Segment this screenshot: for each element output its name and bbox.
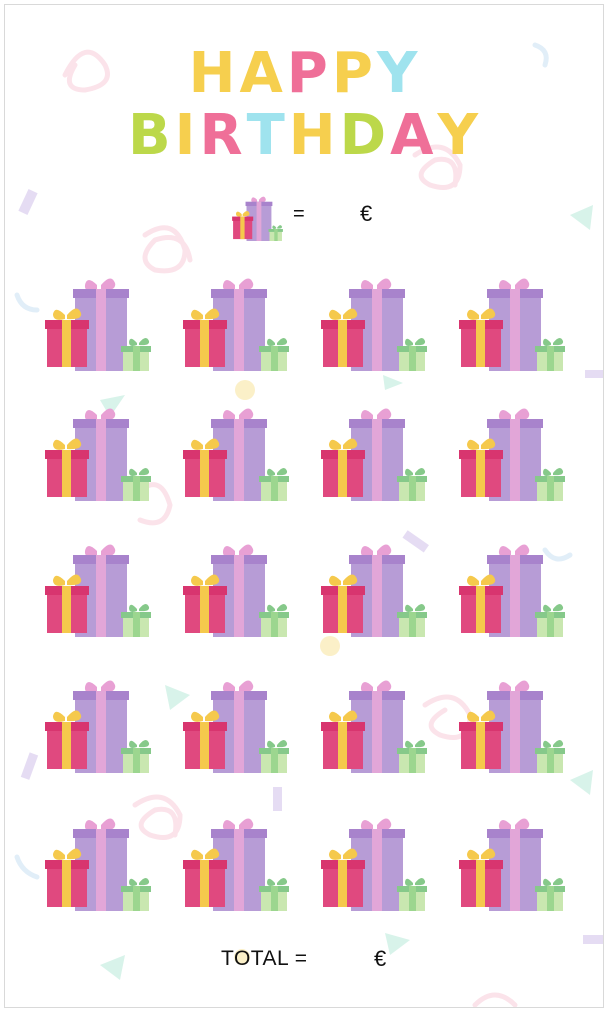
gift-stack-icon[interactable] xyxy=(459,275,567,371)
birthday-savings-card: HAPPY BIRTHDAY = € TOTAL = € xyxy=(4,4,604,1008)
total-label: TOTAL = xyxy=(221,947,308,970)
title-letter: P xyxy=(286,41,332,106)
gift-stack-icon[interactable] xyxy=(45,405,153,501)
title-letter: H xyxy=(188,41,240,106)
birthday-heading: BIRTHDAY xyxy=(5,103,603,168)
title-letter: A xyxy=(390,103,438,168)
gift-stack-icon[interactable] xyxy=(183,405,291,501)
gift-stack-icon[interactable] xyxy=(45,541,153,637)
total-euro-sign: € xyxy=(374,946,387,971)
gift-stack-icon[interactable] xyxy=(45,275,153,371)
equals-sign: = xyxy=(293,203,305,225)
happy-heading: HAPPY xyxy=(5,41,603,106)
gift-stack-icon[interactable] xyxy=(459,541,567,637)
title-letter: I xyxy=(174,103,200,168)
gift-stack-icon[interactable] xyxy=(183,677,291,773)
title-letter: A xyxy=(239,41,287,106)
title-letter: R xyxy=(199,103,247,168)
gift-stack-icon[interactable] xyxy=(321,275,429,371)
gift-stack-icon xyxy=(232,196,283,241)
title-letter: P xyxy=(331,41,377,106)
gift-stack-icon[interactable] xyxy=(459,405,567,501)
gift-stack-icon[interactable] xyxy=(183,275,291,371)
title-letter: Y xyxy=(437,103,483,168)
gift-stack-icon[interactable] xyxy=(321,677,429,773)
total-row: TOTAL = € xyxy=(5,945,603,979)
gift-stack-icon[interactable] xyxy=(45,677,153,773)
title-letter: B xyxy=(127,103,175,168)
gift-stack-icon[interactable] xyxy=(183,815,291,911)
title-letter: Y xyxy=(376,41,422,106)
price-per-gift-row: = € xyxy=(5,195,603,245)
title-letter: T xyxy=(246,103,289,168)
title-letter: H xyxy=(288,103,340,168)
title-letter: D xyxy=(339,103,391,168)
gift-stack-icon[interactable] xyxy=(45,815,153,911)
gift-stack-icon[interactable] xyxy=(459,677,567,773)
gift-stack-icon[interactable] xyxy=(183,541,291,637)
gift-tracker-grid xyxy=(45,275,585,925)
gift-stack-icon[interactable] xyxy=(459,815,567,911)
gift-stack-icon[interactable] xyxy=(321,541,429,637)
euro-sign: € xyxy=(360,201,373,226)
gift-stack-icon[interactable] xyxy=(321,405,429,501)
gift-stack-icon[interactable] xyxy=(321,815,429,911)
